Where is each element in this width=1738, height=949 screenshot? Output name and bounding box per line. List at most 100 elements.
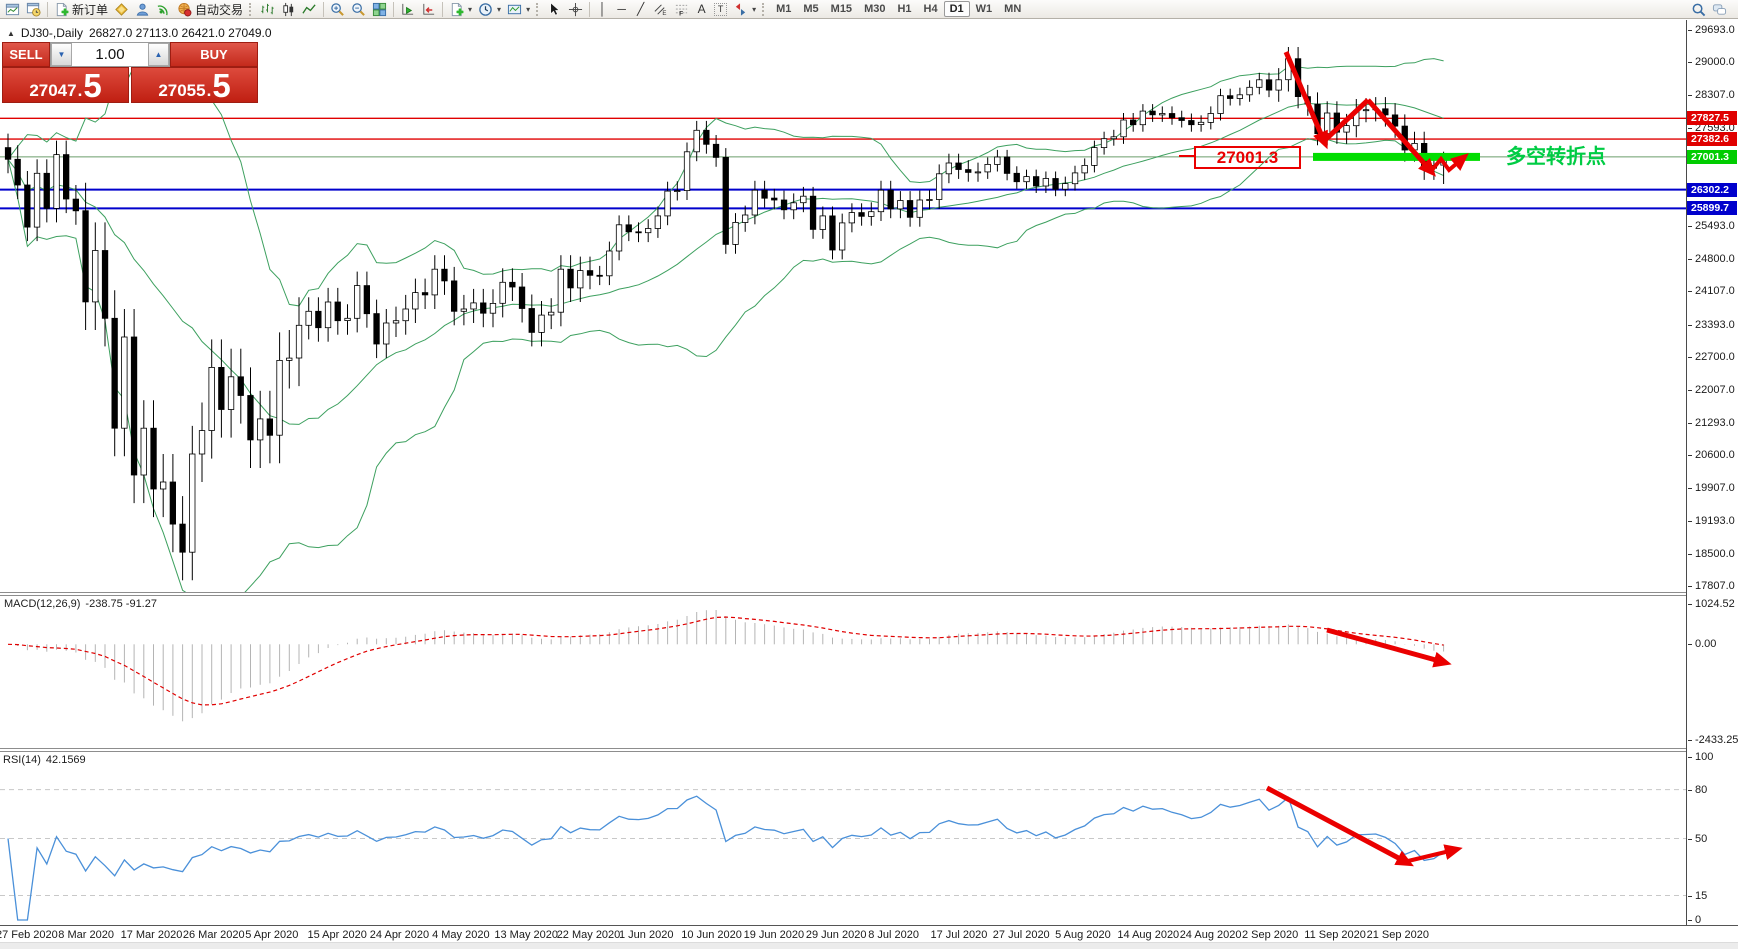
buy-button[interactable]: BUY: [170, 42, 258, 67]
tile-windows-button[interactable]: [369, 1, 390, 18]
timeframe-m1-button[interactable]: M1: [776, 3, 792, 15]
timeframe-m30-button[interactable]: M30: [864, 3, 886, 15]
trend-arrow-annotation[interactable]: [1322, 98, 1370, 143]
channel-icon: [653, 2, 668, 17]
channel-button[interactable]: [650, 1, 671, 18]
turning-point-annotation[interactable]: 多空转折点: [1506, 146, 1606, 168]
main-chart-canvas[interactable]: [0, 20, 1686, 592]
date-axis-label: 13 May 2020: [494, 929, 558, 941]
price-level-badge: 26302.2: [1687, 182, 1737, 197]
date-axis-label: 5 Apr 2020: [245, 929, 299, 941]
macd-panel-canvas[interactable]: [0, 595, 1686, 748]
panel-separator[interactable]: [0, 592, 1686, 596]
candlestick-chart-button[interactable]: [278, 1, 299, 18]
volume-increase-button[interactable]: ▲: [148, 43, 169, 66]
horizontal-line-button[interactable]: ─: [612, 1, 631, 18]
indicators-button[interactable]: ▾: [446, 1, 475, 18]
price-axis-label: 24800.0: [1688, 253, 1735, 265]
timeframe-m15-button[interactable]: M15: [830, 3, 853, 15]
date-axis-label: 1 Jun 2020: [619, 929, 674, 941]
time-axis[interactable]: 27 Feb 2020 8 Mar 2020 17 Mar 2020 26 Mar 2…: [0, 925, 1738, 949]
profiles-button[interactable]: [23, 1, 44, 18]
rsi-axis-label: 15: [1688, 890, 1707, 902]
volume-decrease-button[interactable]: ▼: [51, 43, 72, 66]
arrows-button[interactable]: ▾: [730, 1, 759, 18]
price-axis-label: 28307.0: [1688, 89, 1735, 101]
chart-shift-button[interactable]: [418, 1, 439, 18]
zoomout-icon: [351, 2, 366, 17]
sell-price-button[interactable]: 27047 . 5: [2, 67, 129, 103]
tiles-icon: [372, 2, 387, 17]
autotrading-button[interactable]: 自动交易: [174, 1, 246, 18]
label-button[interactable]: T: [711, 1, 730, 18]
metaeditor-button[interactable]: [111, 1, 132, 18]
dropdown-caret-icon[interactable]: ▾: [468, 4, 473, 14]
mql5-community-button[interactable]: [132, 1, 153, 18]
trend-arrow-annotation[interactable]: [1430, 153, 1469, 173]
axred-icon: [421, 2, 436, 17]
symbol-collapse-arrow-icon[interactable]: ▲: [7, 28, 15, 38]
timeframe-d1-button[interactable]: D1: [943, 1, 970, 17]
rsi-name: RSI(14): [3, 754, 41, 766]
periods-button[interactable]: ▾: [475, 1, 504, 18]
timeframe-h1-button[interactable]: H1: [897, 3, 912, 15]
sell-button[interactable]: SELL: [2, 42, 50, 67]
trend-arrow-annotation[interactable]: [1265, 785, 1414, 867]
dropdown-caret-icon[interactable]: ▾: [752, 4, 757, 14]
price-flag-tail: [1179, 155, 1194, 157]
templates-button[interactable]: ▾: [504, 1, 533, 18]
price-axis-label: 23393.0: [1688, 319, 1735, 331]
chat-button[interactable]: [1709, 1, 1730, 18]
new-chart-button[interactable]: [2, 1, 23, 18]
timeframe-h4-button[interactable]: H4: [923, 3, 938, 15]
trend-arrow-annotation[interactable]: [1366, 98, 1436, 177]
panel-separator[interactable]: [0, 748, 1686, 752]
crosshair-button[interactable]: [565, 1, 586, 18]
date-axis-label: 27 Jul 2020: [992, 929, 1050, 941]
toolbar-grip: [536, 2, 541, 16]
support-band-annotation[interactable]: [1313, 152, 1480, 161]
date-axis-label: 8 Mar 2020: [58, 929, 114, 941]
fibonacci-button[interactable]: [671, 1, 692, 18]
price-axis[interactable]: 29693.029000.028307.027593.026900.026207…: [1686, 20, 1738, 926]
chart-window[interactable]: ▲ DJ30-,Daily 26827.0 27113.0 26421.0 27…: [0, 20, 1686, 925]
line-chart-button[interactable]: [299, 1, 320, 18]
trend-arrow-annotation[interactable]: [1283, 51, 1328, 150]
volume-value[interactable]: 1.00: [95, 46, 125, 63]
vertical-line-button-icon: │: [598, 1, 607, 16]
price-annotation-flag[interactable]: 27001.3: [1194, 146, 1301, 169]
trend-arrow-annotation[interactable]: [1326, 627, 1452, 668]
chart-title: ▲ DJ30-,Daily 26827.0 27113.0 26421.0 27…: [7, 26, 272, 40]
tpl-icon: [507, 2, 522, 17]
date-axis-label: 17 Jul 2020: [930, 929, 988, 941]
search-button[interactable]: [1688, 1, 1709, 18]
date-axis-label: 29 Jun 2020: [805, 929, 867, 941]
dropdown-caret-icon[interactable]: ▾: [526, 4, 531, 14]
new-order-button[interactable]: 新订单: [51, 1, 111, 18]
price-axis-label: 20600.0: [1688, 449, 1735, 461]
price-axis-label: 19193.0: [1688, 515, 1735, 527]
main-toolbar: 新订单 自动交易 ▾ ▾ ▾ │ ─ ╱ A T ▾ M1 M5 M15 M30 H1 H4 D1 W1 MN: [0, 0, 1738, 19]
cross-icon: [568, 2, 583, 17]
auto-scroll-button[interactable]: [397, 1, 418, 18]
trendline-button[interactable]: ╱: [631, 1, 650, 18]
bollinger-bands[interactable]: [7, 51, 1444, 592]
zoom-in-button[interactable]: [327, 1, 348, 18]
cursor-button[interactable]: [544, 1, 565, 18]
zoom-out-button[interactable]: [348, 1, 369, 18]
buy-price-button[interactable]: 27055 . 5: [131, 67, 258, 103]
timeframe-mn-button[interactable]: MN: [1004, 3, 1022, 15]
text-button[interactable]: A: [692, 1, 711, 18]
new-order-button-label: 新订单: [72, 2, 109, 17]
price-axis-label: 29693.0: [1688, 24, 1735, 36]
price-axis-label: 22700.0: [1688, 351, 1735, 363]
timeframe-m5-button[interactable]: M5: [803, 3, 819, 15]
bar-chart-button[interactable]: [257, 1, 278, 18]
dropdown-caret-icon[interactable]: ▾: [497, 4, 502, 14]
vertical-line-button[interactable]: │: [593, 1, 612, 18]
rsi-panel-canvas[interactable]: [0, 751, 1686, 925]
price-axis-label: 19907.0: [1688, 482, 1735, 494]
signals-button[interactable]: [153, 1, 174, 18]
timeframe-w1-button[interactable]: W1: [975, 3, 993, 15]
trend-arrow-annotation[interactable]: [1407, 844, 1463, 863]
